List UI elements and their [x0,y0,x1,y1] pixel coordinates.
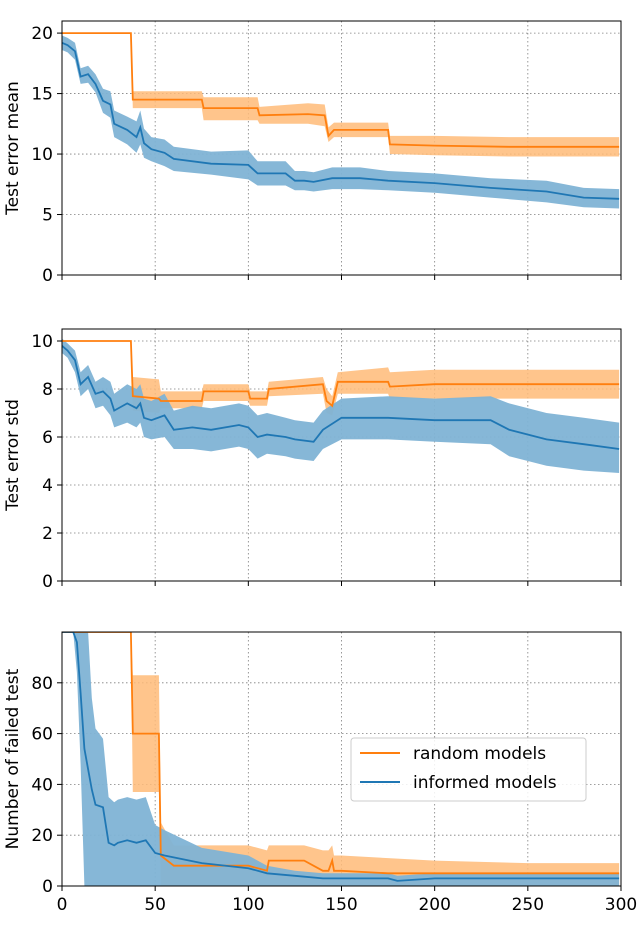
x-tick-label: 0 [57,895,68,915]
x-axis [61,275,622,280]
y-axis: 0 20 40 60 80 [31,674,62,897]
y-tick-label: 20 [31,24,53,44]
y-tick-label: 5 [42,206,53,226]
y-tick-label: 0 [42,266,53,286]
informed-models-band [62,338,620,473]
y-tick-label: 20 [31,826,53,846]
y-tick-label: 10 [31,145,53,165]
y-axis-label-mean: Test error mean [3,81,23,216]
random-models-line [62,632,620,875]
plot-area [62,32,620,209]
plot-area [62,632,620,886]
informed-models-band [62,632,620,886]
y-tick-label: 6 [42,428,53,448]
y-axis: 0 5 10 15 20 [31,24,62,286]
random-models-band [62,33,620,157]
x-axis [61,581,622,586]
y-tick-label: 80 [31,674,53,694]
y-tick-label: 4 [42,476,53,496]
plot-area [62,338,620,473]
y-tick-label: 40 [31,775,53,795]
random-models-line [62,340,620,408]
panel-test-error-mean: Test error mean 0 5 10 15 20 [3,20,622,286]
panel-failed-tests: Number of failed test 0 50 100 150 200 250 300… [3,631,637,915]
panel-test-error-std: Test error std 0 2 4 6 8 10 [3,328,622,592]
legend-box [350,737,587,802]
x-tick-label: 50 [144,895,166,915]
y-tick-label: 10 [31,332,53,352]
legend-label-informed: informed models [413,773,557,793]
y-tick-label: 15 [31,85,53,105]
random-models-line [62,32,620,148]
y-tick-label: 60 [31,725,53,745]
x-axis: 0 50 100 150 200 250 300 [57,886,637,915]
y-axis: 0 2 4 6 8 10 [31,332,62,592]
x-tick-label: 200 [418,895,450,915]
legend-label-random: random models [413,744,546,764]
x-tick-label: 150 [325,895,357,915]
informed-models-line [62,345,620,450]
y-axis-label-std: Test error std [3,399,23,512]
x-tick-label: 100 [232,895,264,915]
x-tick-label: 250 [512,895,544,915]
y-tick-label: 0 [42,877,53,897]
y-axis-label-failed: Number of failed test [3,668,23,849]
y-tick-label: 0 [42,572,53,592]
x-tick-label: 300 [605,895,637,915]
informed-models-band [62,35,620,209]
y-tick-label: 8 [42,380,53,400]
informed-models-line [62,41,620,200]
informed-models-line [62,632,620,882]
y-tick-label: 2 [42,524,53,544]
legend: random models informed models [350,737,587,802]
